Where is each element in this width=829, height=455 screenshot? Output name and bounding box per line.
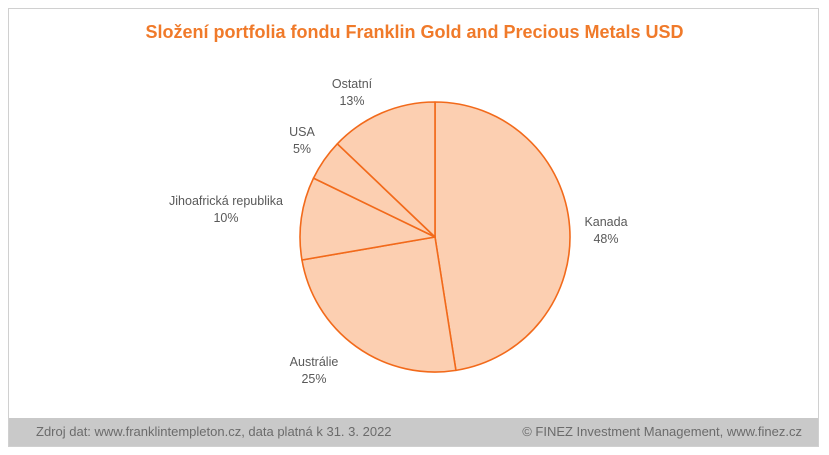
- source-note: Zdroj dat: www.franklintempleton.cz, dat…: [36, 424, 392, 439]
- pie-slice-ostatní: [336, 101, 436, 238]
- slice-value-label: 5%: [293, 142, 311, 156]
- footer-bar: Zdroj dat: www.franklintempleton.cz, dat…: [9, 418, 818, 446]
- pie-slice-jihoafrická-republika: [299, 177, 436, 261]
- slice-value-label: 48%: [593, 232, 618, 246]
- pie-slice-kanada: [434, 101, 571, 372]
- slice-label: Jihoafrická republika: [169, 194, 283, 208]
- slice-label: Kanada: [584, 215, 627, 229]
- copyright-note: © FINEZ Investment Management, www.finez…: [522, 424, 802, 439]
- chart-title: Složení portfolia fondu Franklin Gold an…: [145, 22, 684, 42]
- slice-label: Austrálie: [290, 355, 339, 369]
- slice-value-label: 13%: [339, 94, 364, 108]
- slice-label: USA: [289, 125, 315, 139]
- slice-value-label: 10%: [213, 211, 238, 225]
- slice-label: Ostatní: [332, 77, 373, 91]
- pie-slice-austrálie: [301, 236, 457, 373]
- slice-value-label: 25%: [301, 372, 326, 386]
